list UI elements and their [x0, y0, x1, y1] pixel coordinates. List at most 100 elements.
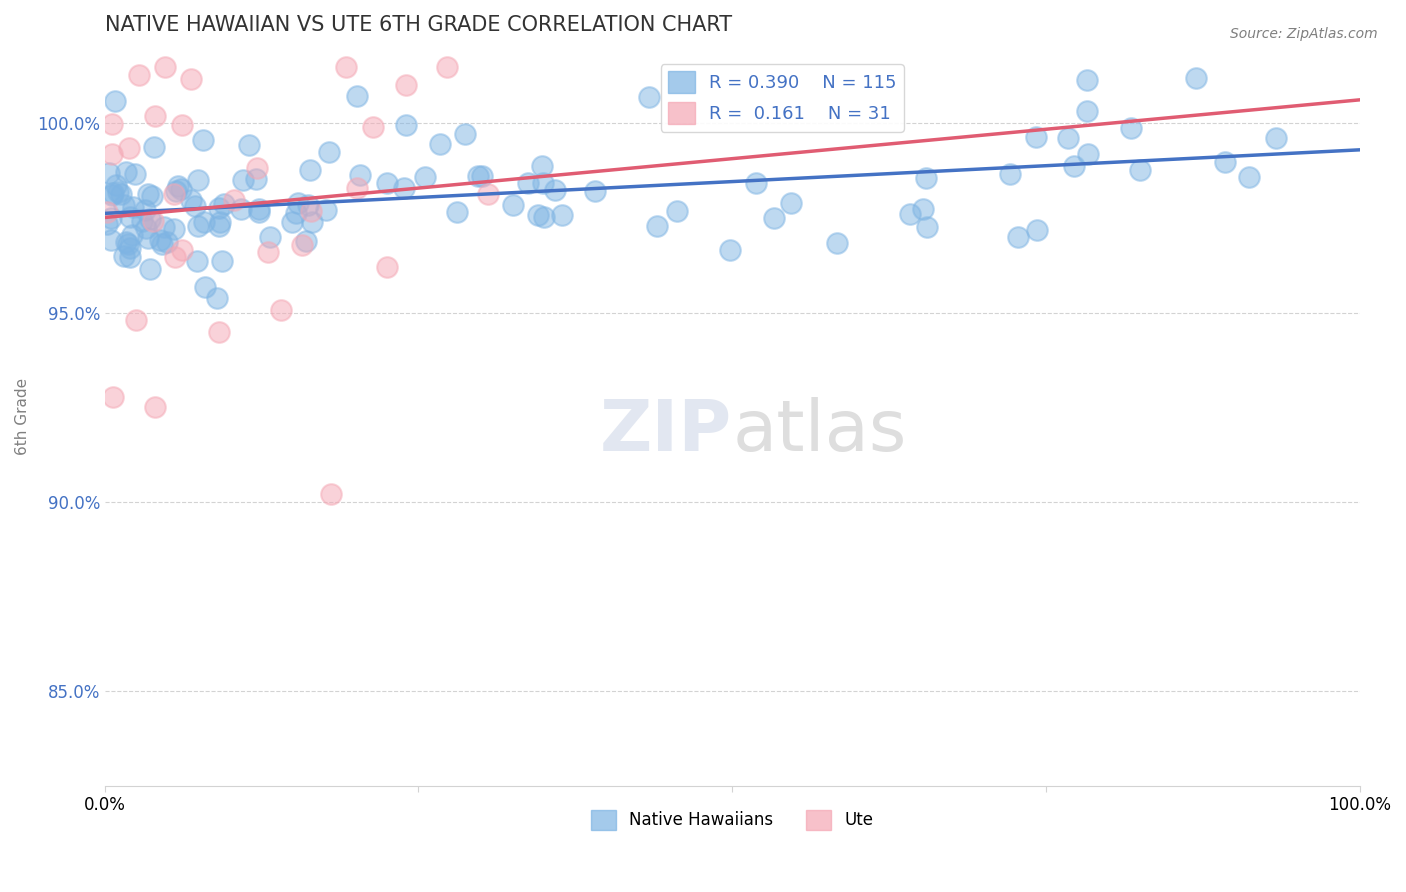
Point — [100, 147, 122, 161]
Point — [118, 141, 141, 155]
Point — [319, 487, 342, 501]
Point — [516, 176, 538, 190]
Point — [315, 202, 337, 217]
Point — [375, 260, 398, 274]
Point — [299, 162, 322, 177]
Point — [467, 169, 489, 184]
Point — [163, 250, 186, 264]
Point — [363, 120, 385, 134]
Point — [429, 137, 451, 152]
Point — [413, 170, 436, 185]
Text: atlas: atlas — [733, 397, 907, 466]
Point — [1057, 131, 1080, 145]
Point — [209, 215, 232, 229]
Point — [143, 401, 166, 415]
Point — [270, 302, 292, 317]
Point — [1213, 154, 1236, 169]
Text: Source: ZipAtlas.com: Source: ZipAtlas.com — [1230, 27, 1378, 41]
Y-axis label: 6th Grade: 6th Grade — [15, 378, 30, 455]
Point — [471, 169, 494, 184]
Point — [136, 186, 159, 201]
Point — [1264, 131, 1286, 145]
Point — [191, 133, 214, 147]
Text: NATIVE HAWAIIAN VS UTE 6TH GRADE CORRELATION CHART: NATIVE HAWAIIAN VS UTE 6TH GRADE CORRELA… — [105, 15, 733, 35]
Point — [395, 78, 418, 93]
Point — [112, 198, 135, 212]
Point — [238, 138, 260, 153]
Point — [103, 186, 125, 201]
Point — [1026, 223, 1049, 237]
Point — [718, 243, 741, 257]
Point — [454, 127, 477, 141]
Point — [915, 171, 938, 186]
Point — [1077, 147, 1099, 161]
Point — [170, 118, 193, 132]
Point — [544, 183, 567, 197]
Point — [208, 219, 231, 233]
Point — [645, 219, 668, 234]
Point — [149, 233, 172, 247]
Point — [211, 253, 233, 268]
Point — [527, 208, 550, 222]
Point — [1063, 159, 1085, 173]
Point — [779, 196, 801, 211]
Point — [120, 250, 142, 264]
Point — [207, 291, 229, 305]
Point — [120, 241, 142, 255]
Point — [163, 222, 186, 236]
Point — [299, 203, 322, 218]
Point — [346, 88, 368, 103]
Point — [208, 201, 231, 215]
Point — [96, 217, 118, 231]
Point — [194, 279, 217, 293]
Point — [110, 186, 132, 201]
Point — [117, 237, 139, 252]
Point — [96, 205, 118, 219]
Point — [208, 325, 231, 339]
Point — [247, 204, 270, 219]
Point — [101, 187, 124, 202]
Point — [187, 173, 209, 187]
Point — [259, 230, 281, 244]
Point — [100, 233, 122, 247]
Point — [998, 167, 1021, 181]
Point — [335, 60, 357, 74]
Point — [666, 203, 689, 218]
Point — [103, 95, 125, 109]
Point — [165, 184, 187, 198]
Point — [139, 212, 162, 227]
Point — [285, 206, 308, 220]
Point — [125, 313, 148, 327]
Point — [98, 166, 121, 180]
Point — [229, 202, 252, 217]
Point — [115, 235, 138, 249]
Point — [139, 262, 162, 277]
Point — [349, 168, 371, 182]
Point — [1128, 162, 1150, 177]
Point — [121, 227, 143, 242]
Point — [745, 176, 768, 190]
Point — [637, 90, 659, 104]
Point — [394, 181, 416, 195]
Point — [101, 117, 124, 131]
Point — [155, 235, 177, 250]
Point — [395, 118, 418, 132]
Point — [163, 187, 186, 202]
Point — [583, 184, 606, 198]
Point — [222, 193, 245, 207]
Point — [531, 176, 554, 190]
Point — [446, 205, 468, 219]
Point — [152, 219, 174, 234]
Point — [184, 199, 207, 213]
Point — [172, 243, 194, 257]
Point — [245, 171, 267, 186]
Point — [186, 254, 208, 268]
Point — [107, 186, 129, 200]
Point — [1239, 169, 1261, 184]
Point — [153, 60, 176, 74]
Point — [318, 145, 340, 160]
Point — [917, 220, 939, 235]
Point — [131, 214, 153, 228]
Point — [436, 60, 458, 74]
Point — [377, 176, 399, 190]
